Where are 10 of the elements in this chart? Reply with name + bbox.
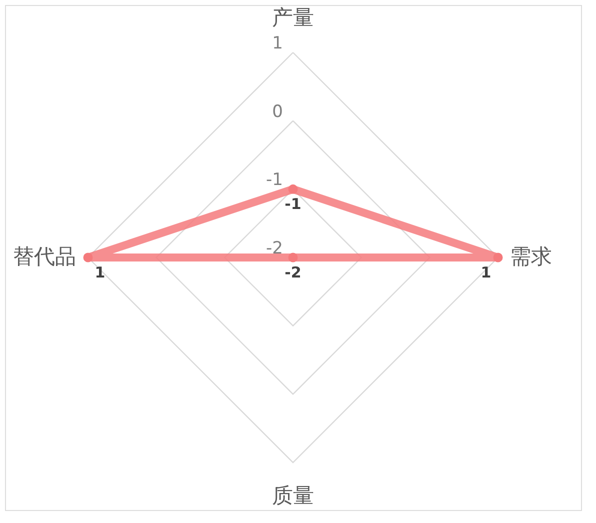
data-label: 1 [94,264,106,282]
data-label: -1 [284,195,302,214]
data-label: 1 [480,264,492,282]
spoke-label: 需求 [510,244,552,268]
spoke-label: 产量 [272,6,314,30]
spoke-label: 替代品 [13,244,76,268]
spoke-label: 质量 [272,484,314,508]
y-tick-label: 0 [272,102,283,122]
y-tick-label: 1 [272,34,283,54]
y-tick-label: -1 [266,170,283,190]
